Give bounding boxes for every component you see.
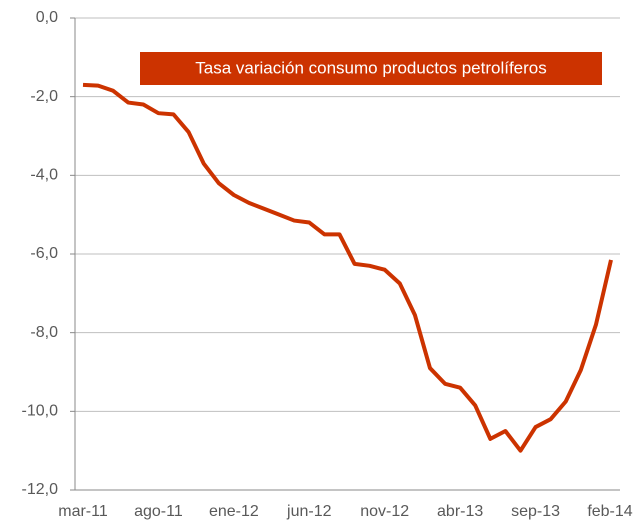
x-tick-label: jun-12	[286, 503, 332, 520]
data-line	[82, 82, 613, 453]
x-tick-label: feb-14	[587, 503, 632, 520]
x-tick-label: mar-11	[58, 503, 108, 520]
title-box	[140, 52, 602, 85]
y-tick-label: -10,0	[22, 403, 59, 420]
x-tick-label: nov-12	[360, 503, 409, 520]
x-tick-label: sep-13	[511, 503, 560, 520]
x-tick-label: abr-13	[437, 503, 483, 520]
y-tick-label: -12,0	[22, 481, 59, 498]
y-tick-label: -2,0	[30, 88, 58, 105]
y-tick-label: -8,0	[30, 324, 58, 341]
x-tick-label: ago-11	[134, 503, 183, 520]
x-tick-label: ene-12	[209, 503, 259, 520]
y-tick-label: 0,0	[36, 9, 58, 26]
y-tick-label: -4,0	[30, 167, 58, 184]
y-tick-label: -6,0	[30, 245, 58, 262]
chart-title: Tasa variación consumo productos petrolí…	[195, 58, 547, 77]
